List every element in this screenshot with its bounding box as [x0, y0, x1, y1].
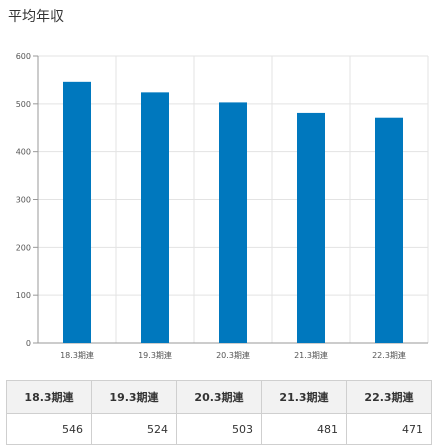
chart-title: 平均年収 — [8, 9, 64, 25]
data-table: 18.3期連 19.3期連 20.3期連 21.3期連 22.3期連 546 5… — [6, 380, 432, 445]
y-tick-label: 600 — [16, 52, 31, 61]
x-tick-label: 19.3期連 — [138, 350, 172, 360]
y-tick-label: 200 — [16, 243, 31, 252]
y-tick-label: 300 — [16, 196, 31, 205]
table-header-cell: 18.3期連 — [6, 380, 92, 414]
x-tick-label: 20.3期連 — [216, 350, 250, 360]
table-header-cell: 22.3期連 — [346, 380, 432, 414]
x-tick-label: 22.3期連 — [372, 350, 406, 360]
table-header-row: 18.3期連 19.3期連 20.3期連 21.3期連 22.3期連 — [6, 380, 432, 414]
table-header-cell: 19.3期連 — [91, 380, 177, 414]
y-tick-label: 500 — [16, 100, 31, 109]
table-cell: 481 — [261, 413, 347, 445]
table-header-cell: 20.3期連 — [176, 380, 262, 414]
bar — [375, 117, 403, 343]
table-cell: 503 — [176, 413, 262, 445]
bar — [141, 92, 169, 343]
bar-chart: 0 100 200 300 400 500 600 18.3期連 19.3期連 20.3期連 21.… — [16, 52, 429, 360]
x-tick-label: 21.3期連 — [294, 350, 328, 360]
bar — [219, 102, 247, 343]
y-tick-label: 100 — [16, 291, 31, 300]
bar — [297, 112, 325, 344]
x-tick-label: 18.3期連 — [60, 350, 94, 360]
table-cell: 546 — [6, 413, 92, 445]
y-tick-label: 0 — [26, 339, 31, 348]
bar — [63, 81, 91, 343]
table-cell: 471 — [346, 413, 432, 445]
table-cell: 524 — [91, 413, 177, 445]
table-row: 546 524 503 481 471 — [6, 413, 432, 445]
table-header-cell: 21.3期連 — [261, 380, 347, 414]
y-tick-label: 400 — [16, 148, 31, 157]
